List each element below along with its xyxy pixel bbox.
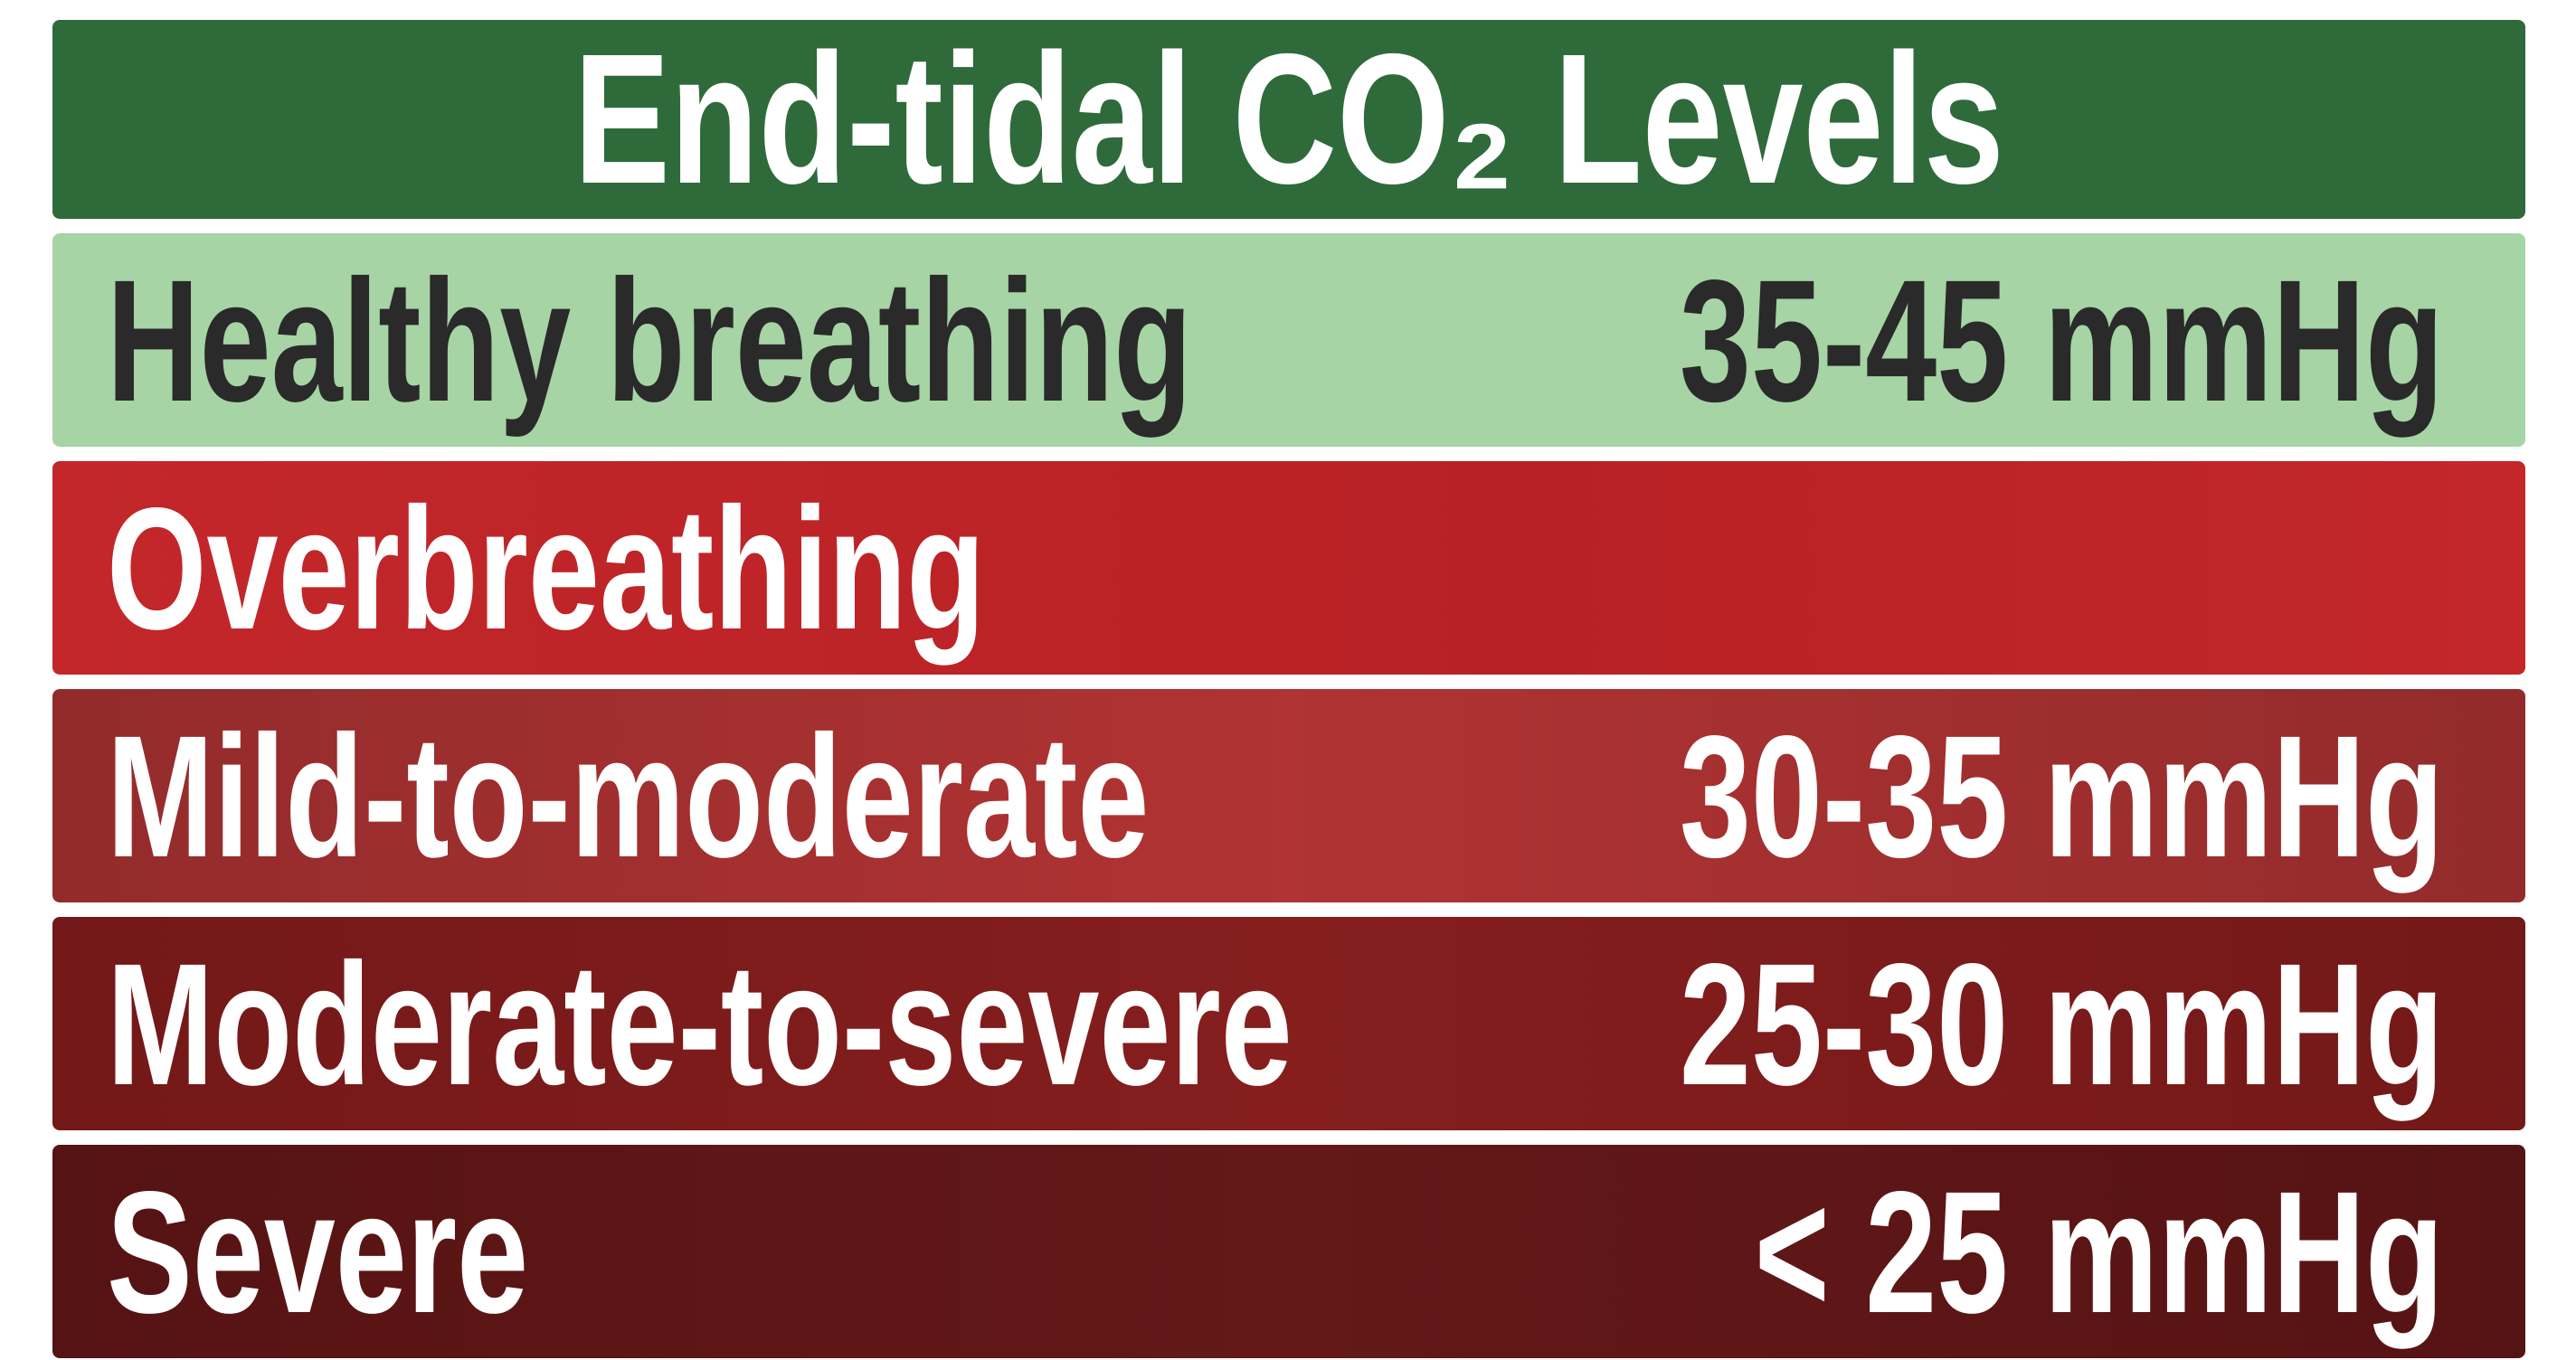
level-label: Overbreathing [107, 470, 986, 666]
level-row: Mild-to-moderate 30-35 mmHg [52, 689, 2525, 902]
level-value: 30-35 mmHg [1680, 698, 2444, 893]
title: End-tidal CO₂ Levels [573, 20, 2004, 219]
level-value: 25-30 mmHg [1680, 926, 2444, 1121]
level-row: Severe < 25 mmHg [52, 1145, 2525, 1358]
level-value: 35-45 mmHg [1680, 242, 2444, 438]
level-label: Healthy breathing [107, 242, 1192, 438]
level-label: Severe [107, 1154, 529, 1349]
level-row: Moderate-to-severe 25-30 mmHg [52, 917, 2525, 1130]
title-bar: End-tidal CO₂ Levels [52, 20, 2525, 219]
level-label: Moderate-to-severe [107, 926, 1293, 1121]
level-value: < 25 mmHg [1754, 1154, 2444, 1349]
level-label: Mild-to-moderate [107, 698, 1150, 893]
level-row: Overbreathing [52, 461, 2525, 675]
level-row: Healthy breathing 35-45 mmHg [52, 233, 2525, 447]
